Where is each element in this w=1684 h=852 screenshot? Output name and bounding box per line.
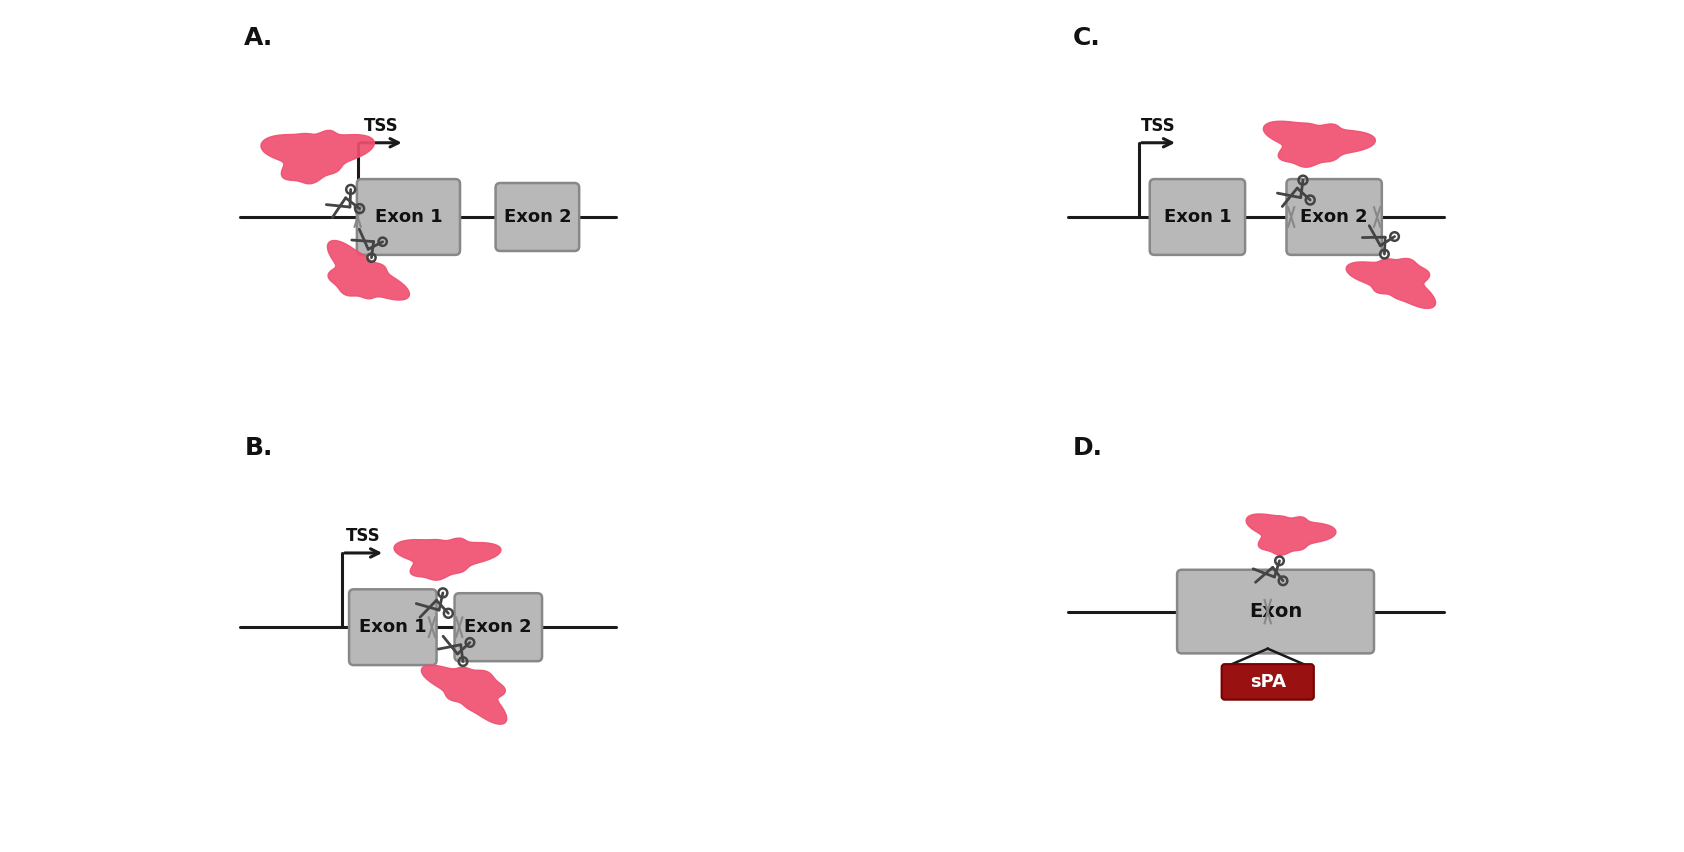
Polygon shape	[394, 538, 500, 580]
FancyBboxPatch shape	[1287, 179, 1383, 255]
FancyBboxPatch shape	[1150, 179, 1244, 255]
FancyBboxPatch shape	[349, 590, 436, 665]
Text: TSS: TSS	[364, 117, 399, 135]
Text: A.: A.	[244, 26, 273, 50]
FancyBboxPatch shape	[455, 593, 542, 661]
Text: B.: B.	[244, 436, 273, 460]
Text: Exon 1: Exon 1	[359, 619, 426, 636]
Text: Exon 2: Exon 2	[465, 619, 532, 636]
Polygon shape	[1346, 258, 1435, 308]
Text: Exon 2: Exon 2	[504, 208, 571, 226]
Text: C.: C.	[1073, 26, 1100, 50]
Text: Exon 1: Exon 1	[374, 208, 443, 226]
Text: Exon 2: Exon 2	[1300, 208, 1367, 226]
FancyBboxPatch shape	[1177, 570, 1374, 653]
FancyBboxPatch shape	[1221, 664, 1314, 699]
Polygon shape	[1263, 121, 1376, 167]
FancyBboxPatch shape	[357, 179, 460, 255]
Text: sPA: sPA	[1250, 673, 1287, 691]
Text: D.: D.	[1073, 436, 1103, 460]
Polygon shape	[421, 665, 507, 724]
Polygon shape	[261, 130, 374, 184]
Text: TSS: TSS	[347, 527, 381, 545]
Text: Exon: Exon	[1250, 602, 1302, 621]
FancyBboxPatch shape	[495, 183, 579, 251]
Text: TSS: TSS	[1142, 117, 1175, 135]
Polygon shape	[327, 240, 409, 300]
Text: Exon 1: Exon 1	[1164, 208, 1231, 226]
Polygon shape	[1246, 514, 1335, 556]
